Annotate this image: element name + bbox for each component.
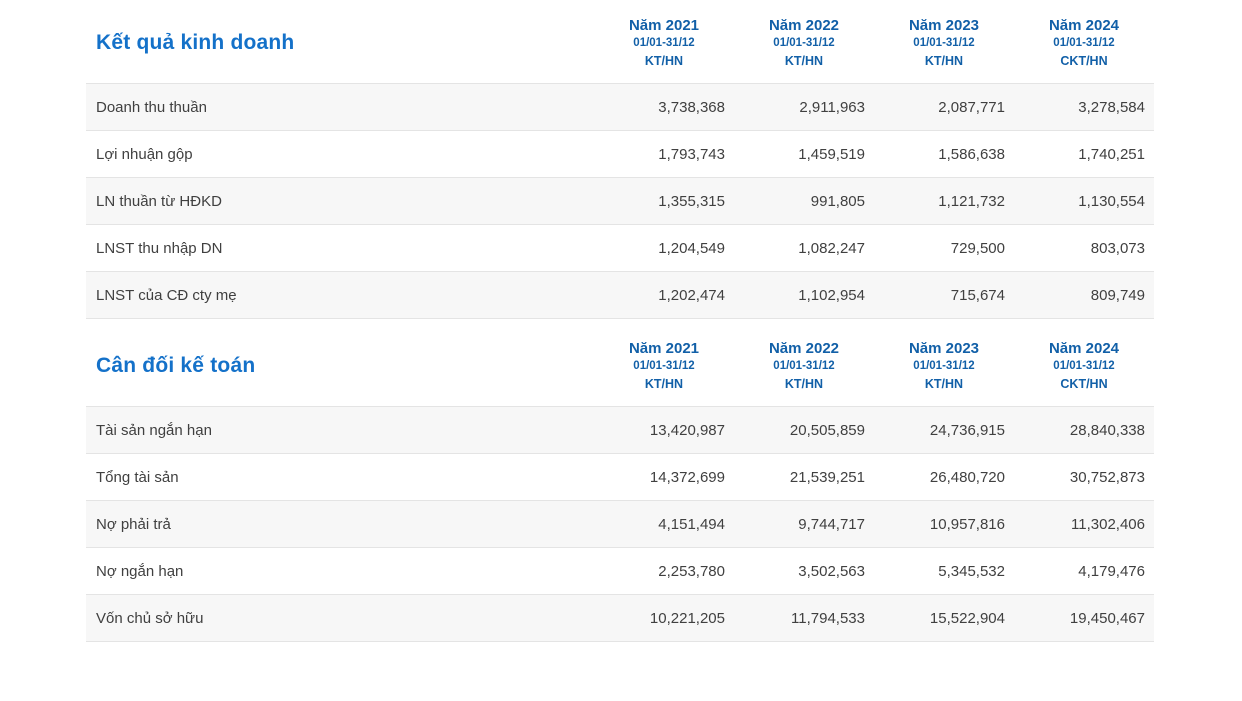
column-period-label: 01/01-31/12 [734,38,874,50]
column-period-label: 01/01-31/12 [874,38,1014,50]
cell-value-2024: 30,752,873 [1014,469,1154,486]
column-audit-label: CKT/HN [1014,55,1154,68]
cell-value-2023: 5,345,532 [874,563,1014,580]
table-row-net-revenue: Doanh thu thuần 3,738,368 2,911,963 2,08… [86,83,1154,130]
column-year-label: Năm 2023 [874,18,1014,33]
cell-value-2022: 991,805 [734,193,874,210]
row-label: Nợ phải trả [86,516,594,533]
cell-value-2021: 2,253,780 [594,563,734,580]
column-audit-label: KT/HN [874,378,1014,391]
column-header-2023: Năm 2023 01/01-31/12 KT/HN [874,18,1014,67]
table-row-parent-shareholder-profit: LNST của CĐ cty mẹ 1,202,474 1,102,954 7… [86,271,1154,319]
column-year-label: Năm 2024 [1014,18,1154,33]
cell-value-2024: 1,130,554 [1014,193,1154,210]
section-balance-sheet: Cân đối kế toán Năm 2021 01/01-31/12 KT/… [86,323,1154,642]
cell-value-2021: 10,221,205 [594,610,734,627]
row-label: Nợ ngắn hạn [86,563,594,580]
cell-value-2024: 19,450,467 [1014,610,1154,627]
column-period-label: 01/01-31/12 [1014,361,1154,373]
column-audit-label: CKT/HN [1014,378,1154,391]
column-header-2022: Năm 2022 01/01-31/12 KT/HN [734,18,874,67]
column-header-2022: Năm 2022 01/01-31/12 KT/HN [734,341,874,390]
column-year-label: Năm 2021 [594,341,734,356]
row-label: LN thuần từ HĐKD [86,193,594,210]
column-period-label: 01/01-31/12 [734,361,874,373]
cell-value-2022: 9,744,717 [734,516,874,533]
cell-value-2021: 3,738,368 [594,99,734,116]
row-label: Tổng tài sản [86,469,594,486]
column-audit-label: KT/HN [734,55,874,68]
row-label: Doanh thu thuần [86,99,594,116]
column-audit-label: KT/HN [594,55,734,68]
cell-value-2021: 13,420,987 [594,422,734,439]
section-business-results: Kết quả kinh doanh Năm 2021 01/01-31/12 … [86,0,1154,319]
table-row-owner-equity: Vốn chủ sở hữu 10,221,205 11,794,533 15,… [86,594,1154,642]
column-header-2024: Năm 2024 01/01-31/12 CKT/HN [1014,18,1154,67]
cell-value-2024: 809,749 [1014,287,1154,304]
cell-value-2024: 1,740,251 [1014,146,1154,163]
table-row-total-liabilities: Nợ phải trả 4,151,494 9,744,717 10,957,8… [86,500,1154,547]
cell-value-2023: 715,674 [874,287,1014,304]
column-year-label: Năm 2021 [594,18,734,33]
cell-value-2021: 1,204,549 [594,240,734,257]
column-header-2021: Năm 2021 01/01-31/12 KT/HN [594,341,734,390]
cell-value-2023: 1,586,638 [874,146,1014,163]
cell-value-2022: 1,459,519 [734,146,874,163]
business-results-header-row: Kết quả kinh doanh Năm 2021 01/01-31/12 … [86,0,1154,83]
column-header-2023: Năm 2023 01/01-31/12 KT/HN [874,341,1014,390]
cell-value-2024: 3,278,584 [1014,99,1154,116]
section-title-business-results: Kết quả kinh doanh [86,31,594,55]
cell-value-2022: 20,505,859 [734,422,874,439]
cell-value-2023: 15,522,904 [874,610,1014,627]
table-row-operating-profit: LN thuần từ HĐKD 1,355,315 991,805 1,121… [86,177,1154,224]
cell-value-2024: 803,073 [1014,240,1154,257]
cell-value-2022: 1,082,247 [734,240,874,257]
cell-value-2022: 2,911,963 [734,99,874,116]
cell-value-2022: 21,539,251 [734,469,874,486]
cell-value-2021: 14,372,699 [594,469,734,486]
cell-value-2024: 28,840,338 [1014,422,1154,439]
column-period-label: 01/01-31/12 [594,361,734,373]
column-audit-label: KT/HN [734,378,874,391]
column-audit-label: KT/HN [594,378,734,391]
cell-value-2022: 11,794,533 [734,610,874,627]
cell-value-2022: 3,502,563 [734,563,874,580]
table-row-total-assets: Tổng tài sản 14,372,699 21,539,251 26,48… [86,453,1154,500]
table-row-profit-after-tax: LNST thu nhập DN 1,204,549 1,082,247 729… [86,224,1154,271]
column-period-label: 01/01-31/12 [594,38,734,50]
column-audit-label: KT/HN [874,55,1014,68]
column-period-label: 01/01-31/12 [1014,38,1154,50]
row-label: Vốn chủ sở hữu [86,610,594,627]
cell-value-2021: 1,355,315 [594,193,734,210]
column-year-label: Năm 2022 [734,341,874,356]
row-label: Tài sản ngắn hạn [86,422,594,439]
cell-value-2022: 1,102,954 [734,287,874,304]
balance-sheet-header-row: Cân đối kế toán Năm 2021 01/01-31/12 KT/… [86,323,1154,406]
table-row-current-assets: Tài sản ngắn hạn 13,420,987 20,505,859 2… [86,406,1154,453]
column-period-label: 01/01-31/12 [874,361,1014,373]
cell-value-2024: 4,179,476 [1014,563,1154,580]
cell-value-2023: 26,480,720 [874,469,1014,486]
column-header-2024: Năm 2024 01/01-31/12 CKT/HN [1014,341,1154,390]
table-row-current-liabilities: Nợ ngắn hạn 2,253,780 3,502,563 5,345,53… [86,547,1154,594]
cell-value-2021: 1,202,474 [594,287,734,304]
column-header-2021: Năm 2021 01/01-31/12 KT/HN [594,18,734,67]
column-year-label: Năm 2024 [1014,341,1154,356]
section-title-balance-sheet: Cân đối kế toán [86,354,594,378]
financial-summary-panel: Kết quả kinh doanh Năm 2021 01/01-31/12 … [86,0,1154,642]
row-label: Lợi nhuận gộp [86,146,594,163]
cell-value-2023: 1,121,732 [874,193,1014,210]
column-year-label: Năm 2023 [874,341,1014,356]
cell-value-2021: 4,151,494 [594,516,734,533]
column-year-label: Năm 2022 [734,18,874,33]
cell-value-2023: 2,087,771 [874,99,1014,116]
table-row-gross-profit: Lợi nhuận gộp 1,793,743 1,459,519 1,586,… [86,130,1154,177]
cell-value-2024: 11,302,406 [1014,516,1154,533]
cell-value-2023: 729,500 [874,240,1014,257]
row-label: LNST thu nhập DN [86,240,594,257]
cell-value-2021: 1,793,743 [594,146,734,163]
cell-value-2023: 10,957,816 [874,516,1014,533]
cell-value-2023: 24,736,915 [874,422,1014,439]
row-label: LNST của CĐ cty mẹ [86,287,594,304]
